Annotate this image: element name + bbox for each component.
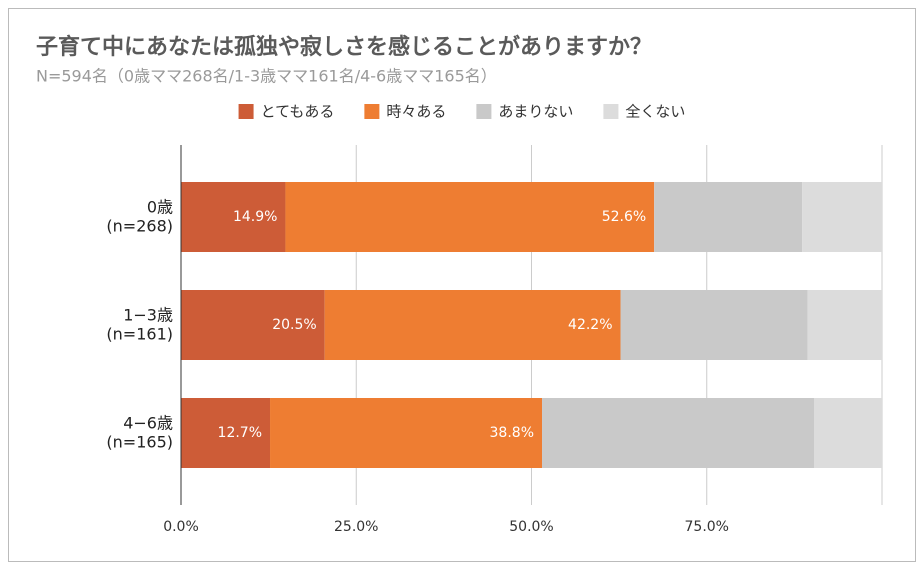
x-tick-label: 25.0% — [334, 519, 378, 535]
data-label: 42.2% — [568, 317, 612, 333]
bar-segment — [285, 182, 655, 252]
y-tick-label: 0歳(n=268) — [106, 197, 173, 235]
bar-segment — [270, 398, 543, 468]
bar-segment — [802, 182, 882, 252]
data-label: 38.8% — [490, 425, 534, 441]
bar-segment — [181, 290, 325, 360]
legend-swatch — [238, 104, 254, 119]
data-label: 20.5% — [272, 317, 316, 333]
legend-label: あまりない — [498, 103, 573, 121]
x-tick-label: 0.0% — [163, 519, 199, 535]
bar-segment — [807, 290, 882, 360]
bar-segment — [654, 182, 803, 252]
y-tick-label: 4−6歳(n=165) — [106, 413, 173, 451]
y-tick-label: 1−3歳(n=161) — [106, 305, 173, 343]
legend-swatch — [603, 104, 619, 119]
legend-label: 全くない — [625, 103, 685, 121]
legend-swatch — [476, 104, 492, 119]
legend-swatch — [364, 104, 380, 119]
data-label: 52.6% — [602, 209, 646, 225]
bar-segment — [542, 398, 815, 468]
legend-label: とてもある — [261, 103, 335, 121]
chart-subtitle: N=594名（0歳ママ268名/1-3歳ママ161名/4-6歳ママ165名） — [36, 67, 497, 86]
bar-segment — [814, 398, 882, 468]
bar-segment — [181, 398, 271, 468]
bar-segment — [620, 290, 808, 360]
x-tick-label: 75.0% — [685, 519, 729, 535]
chart-title: 子育て中にあなたは孤独や寂しさを感じることがありますか？ — [36, 34, 652, 60]
frame — [8, 8, 916, 562]
x-tick-label: 50.0% — [509, 519, 553, 535]
legend-label: 時々ある — [386, 103, 446, 121]
legend: とてもある 時々ある あまりない 全くない — [238, 103, 685, 121]
bar-segment — [324, 290, 621, 360]
data-label: 14.9% — [233, 209, 277, 225]
data-label: 12.7% — [218, 425, 262, 441]
bar-segment — [181, 182, 286, 252]
